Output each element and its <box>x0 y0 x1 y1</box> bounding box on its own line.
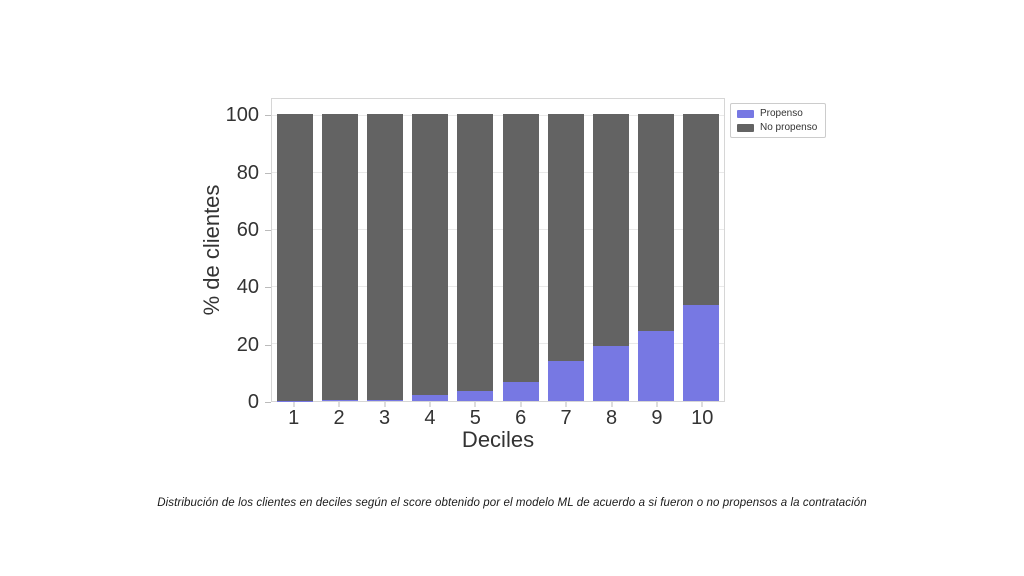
x-tick-label-10: 10 <box>691 407 714 429</box>
legend-label: Propenso <box>760 108 803 119</box>
y-tick-mark <box>265 172 271 174</box>
x-tick-label-4: 4 <box>424 407 436 429</box>
y-tick-label-100: 100 <box>225 104 259 127</box>
segment-propenso <box>592 345 630 401</box>
y-tick-mark <box>265 229 271 231</box>
segment-no-propenso <box>638 114 675 332</box>
bar-decile-6 <box>498 99 543 401</box>
legend-label: No propenso <box>760 122 818 133</box>
x-tick-mark <box>565 402 567 407</box>
x-tick-label-5: 5 <box>469 407 481 429</box>
y-tick-label-60: 60 <box>236 218 259 241</box>
bar-decile-2 <box>317 99 362 401</box>
segment-propenso <box>412 395 449 401</box>
x-tick-label-3: 3 <box>378 407 391 429</box>
x-tick-mark <box>701 402 703 407</box>
x-axis-label: Deciles <box>461 427 535 452</box>
segment-propenso <box>638 331 675 401</box>
x-tick-mark <box>520 402 522 407</box>
x-tick-mark <box>293 402 295 407</box>
bar-decile-7 <box>543 99 588 401</box>
y-tick-label-40: 40 <box>236 276 259 299</box>
y-tick-mark <box>265 115 271 117</box>
gridline-40 <box>272 286 724 288</box>
figure-caption: Distribución de los clientes en deciles … <box>157 497 867 509</box>
bar-decile-5 <box>453 99 498 401</box>
bar-decile-4 <box>408 99 453 401</box>
y-tick-mark <box>265 287 271 289</box>
x-tick-label-2: 2 <box>333 407 345 429</box>
segment-no-propenso <box>592 114 630 346</box>
y-tick-mark <box>265 344 271 346</box>
x-tick-mark <box>656 402 658 407</box>
x-tick-mark <box>338 402 340 407</box>
y-tick-mark <box>265 402 271 403</box>
gridline-60 <box>272 229 724 231</box>
segment-propenso <box>457 390 494 401</box>
x-tick-label-1: 1 <box>288 407 300 429</box>
legend-swatch <box>737 123 754 132</box>
segment-no-propenso <box>276 114 313 401</box>
bar-decile-9 <box>634 99 679 401</box>
bar-decile-8 <box>588 99 633 401</box>
y-tick-label-80: 80 <box>236 161 259 184</box>
y-tick-label-0: 0 <box>247 391 259 413</box>
segment-no-propenso <box>502 114 539 382</box>
segment-no-propenso <box>683 114 720 306</box>
x-tick-label-8: 8 <box>605 407 618 429</box>
segment-propenso <box>683 305 720 401</box>
gridline-20 <box>272 343 724 345</box>
gridline-80 <box>272 172 724 174</box>
x-tick-mark <box>384 402 385 407</box>
legend-swatch <box>737 109 754 118</box>
gridline-100 <box>272 115 724 117</box>
segment-propenso <box>502 381 539 401</box>
segment-no-propenso <box>412 114 449 396</box>
x-tick-mark <box>474 402 476 407</box>
segment-no-propenso <box>457 114 494 391</box>
bar-decile-10 <box>679 99 724 401</box>
segment-no-propenso <box>547 114 584 362</box>
y-tick-label-20: 20 <box>236 333 259 356</box>
legend-item-propenso: Propenso <box>737 108 817 119</box>
chart-legend: Propenso No propenso <box>730 103 827 138</box>
legend-item-no-propenso: No propenso <box>737 122 817 133</box>
segment-propenso <box>547 361 584 401</box>
x-tick-mark <box>429 402 431 407</box>
segment-propenso <box>321 400 358 401</box>
x-tick-label-9: 9 <box>651 407 663 429</box>
segment-no-propenso <box>321 114 358 401</box>
x-tick-label-7: 7 <box>560 407 572 429</box>
bar-decile-1 <box>272 99 317 401</box>
segment-no-propenso <box>366 114 404 400</box>
bar-decile-3 <box>362 99 407 401</box>
x-tick-label-6: 6 <box>515 407 527 429</box>
plot-area <box>271 98 725 402</box>
x-tick-mark <box>611 402 612 407</box>
segment-propenso <box>366 399 404 401</box>
